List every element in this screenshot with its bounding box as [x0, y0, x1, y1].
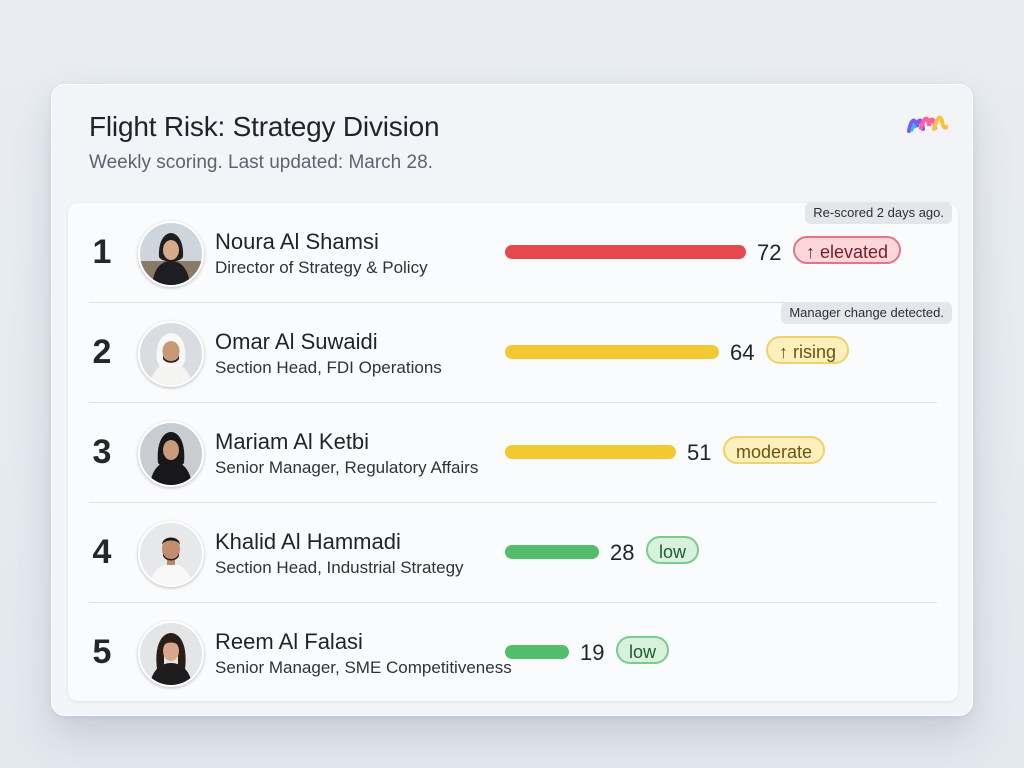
avatar: [138, 321, 204, 387]
employee-name: Mariam Al Ketbi: [215, 429, 370, 454]
risk-score-value: 28: [610, 540, 635, 565]
status-badge: ↑ rising: [766, 336, 850, 364]
avatar: [138, 221, 204, 287]
risk-score-bar: [505, 445, 676, 459]
brand-logo-icon: [906, 109, 949, 137]
status-badge: moderate: [723, 436, 826, 464]
list-item[interactable]: 3 Mariam Al Ketbi Senior Manager, Regula…: [68, 403, 958, 503]
risk-score-value: 19: [580, 640, 605, 665]
row-divider: [89, 502, 937, 503]
page-subtitle: Weekly scoring. Last updated: March 28.: [89, 152, 433, 173]
list-item[interactable]: 4 Khalid Al Hammadi Section Head, Indust…: [68, 503, 958, 603]
employee-role: Director of Strategy & Policy: [215, 258, 428, 277]
rank-number: 3: [92, 433, 112, 471]
avatar: [138, 621, 204, 687]
status-note: Re-scored 2 days ago.: [805, 202, 952, 224]
status-badge: low: [616, 636, 670, 664]
status-note: Manager change detected.: [781, 302, 952, 324]
employee-role: Senior Manager, Regulatory Affairs: [215, 458, 479, 477]
risk-score-value: 72: [757, 240, 782, 265]
row-divider: [89, 602, 937, 603]
employee-name: Noura Al Shamsi: [215, 229, 379, 254]
employee-name: Khalid Al Hammadi: [215, 529, 401, 554]
risk-score-bar: [505, 545, 599, 559]
employee-role: Senior Manager, SME Competitiveness: [215, 658, 512, 677]
rank-number: 4: [92, 533, 112, 571]
risk-score-value: 64: [730, 340, 755, 365]
employee-risk-list: 1 Noura Al Shamsi Director of Strategy &…: [68, 202, 958, 703]
employee-name: Omar Al Suwaidi: [215, 329, 378, 354]
rank-number: 5: [92, 633, 112, 671]
avatar: [138, 421, 204, 487]
row-divider: [89, 302, 937, 303]
risk-score-bar: [505, 645, 569, 659]
risk-score-bar: [505, 245, 746, 259]
status-badge: ↑ elevated: [793, 236, 902, 264]
employee-name: Reem Al Falasi: [215, 629, 363, 654]
risk-score-value: 51: [687, 440, 712, 465]
rank-number: 2: [92, 333, 112, 371]
list-item[interactable]: 5 Reem Al Falasi Senior Manager, SME Com…: [68, 603, 958, 703]
rank-number: 1: [92, 233, 112, 271]
employee-role: Section Head, Industrial Strategy: [215, 558, 464, 577]
risk-score-bar: [505, 345, 719, 359]
list-item[interactable]: 1 Noura Al Shamsi Director of Strategy &…: [68, 202, 958, 303]
page-title: Flight Risk: Strategy Division: [89, 111, 440, 142]
employee-role: Section Head, FDI Operations: [215, 358, 442, 377]
row-divider: [89, 402, 937, 403]
list-item[interactable]: 2 Omar Al Suwaidi Section Head, FDI Oper…: [68, 302, 958, 403]
flight-risk-card: Flight Risk: Strategy Division Weekly sc…: [51, 84, 973, 716]
status-badge: low: [646, 536, 700, 564]
avatar: [138, 521, 204, 587]
